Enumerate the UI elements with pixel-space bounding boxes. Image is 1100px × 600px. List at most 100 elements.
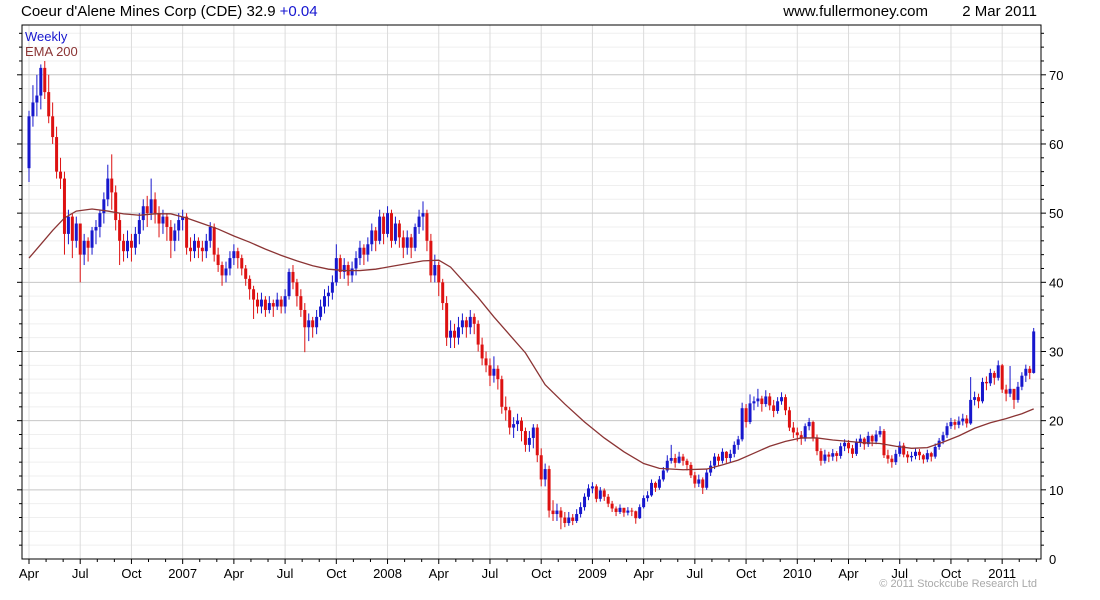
candle (114, 185, 118, 231)
candle (315, 309, 319, 335)
candle (906, 451, 910, 463)
candle (106, 164, 110, 207)
candle (606, 493, 610, 508)
candle (220, 261, 224, 286)
candle (445, 296, 449, 346)
candle (736, 435, 740, 450)
candle (271, 299, 275, 317)
x-axis-labels: Apr Jul Oct 2007 Apr Jul Oct 2008 Apr Jul Oct 2009 A… (19, 566, 1016, 581)
candle (756, 388, 760, 407)
candle (854, 438, 858, 456)
candle (129, 233, 133, 262)
candle (642, 495, 646, 509)
candle (456, 316, 460, 345)
candle (47, 74, 51, 124)
candle (957, 416, 961, 429)
candle (1024, 364, 1028, 382)
x-axis-tick-label: Oct (121, 566, 142, 581)
candle (153, 192, 157, 224)
candle (902, 442, 906, 458)
candle (772, 399, 776, 418)
candle (961, 413, 965, 426)
candle (921, 453, 925, 464)
candle (366, 237, 370, 262)
candle (914, 447, 917, 460)
plot-border (21, 24, 1042, 560)
candle (992, 370, 996, 385)
price-change: +0.04 (279, 3, 318, 20)
candle (405, 230, 409, 255)
candle (575, 509, 579, 524)
candle (819, 448, 823, 466)
candle (520, 417, 523, 442)
candle (917, 449, 921, 461)
candle (122, 233, 126, 262)
candle (508, 406, 512, 435)
candle (614, 506, 618, 517)
candle (287, 268, 291, 300)
y-axis-tick-label: 30 (1049, 344, 1063, 359)
candle (216, 247, 220, 272)
candle (874, 430, 878, 445)
candle (232, 244, 236, 266)
candle (890, 455, 894, 468)
candle (185, 213, 189, 255)
candle (732, 441, 736, 458)
candle (839, 442, 843, 459)
candle (563, 511, 567, 528)
candle (449, 320, 453, 349)
candle (598, 487, 602, 502)
candle (397, 220, 401, 248)
candle (259, 292, 263, 314)
candle (760, 395, 764, 412)
candle (189, 237, 193, 262)
candle (173, 223, 177, 252)
candle (748, 394, 752, 425)
candle (393, 216, 397, 245)
candle (437, 261, 441, 297)
candle (646, 491, 650, 502)
candle (279, 296, 283, 314)
candle (307, 313, 311, 342)
candle (110, 154, 114, 210)
candle (165, 213, 169, 241)
candle (768, 392, 772, 411)
candle (579, 502, 583, 518)
candle (504, 396, 508, 421)
candle (480, 337, 484, 366)
x-axis-tick-label: Apr (429, 566, 450, 581)
candle (831, 449, 835, 461)
x-axis-tick-label: 2010 (783, 566, 812, 581)
candle (338, 254, 342, 279)
candle (586, 484, 590, 501)
grid-major-layer (22, 74, 1041, 491)
candle (866, 431, 870, 447)
candle (1004, 384, 1008, 402)
copyright-notice: © 2011 Stockcube Research Ltd (879, 578, 1037, 590)
candle (996, 360, 1000, 381)
x-axis-tick-label: Oct (941, 566, 962, 581)
candle (82, 233, 86, 266)
candle (878, 426, 882, 438)
candle (657, 475, 661, 490)
candle (701, 477, 705, 494)
candle (330, 275, 334, 300)
y-axis-tick-label: 20 (1049, 414, 1063, 429)
candle (527, 431, 531, 452)
candle (62, 171, 66, 255)
candle (169, 220, 173, 259)
candle (984, 376, 988, 391)
candle (850, 444, 854, 459)
candle (685, 458, 689, 471)
candle (433, 254, 437, 283)
candle (862, 437, 866, 450)
candle (653, 481, 657, 492)
candle (980, 377, 984, 404)
candle (421, 201, 425, 231)
candle (669, 444, 673, 464)
candle (523, 427, 527, 452)
candle (27, 110, 31, 183)
candle (460, 313, 464, 335)
candle (39, 64, 43, 110)
candle (650, 479, 654, 497)
